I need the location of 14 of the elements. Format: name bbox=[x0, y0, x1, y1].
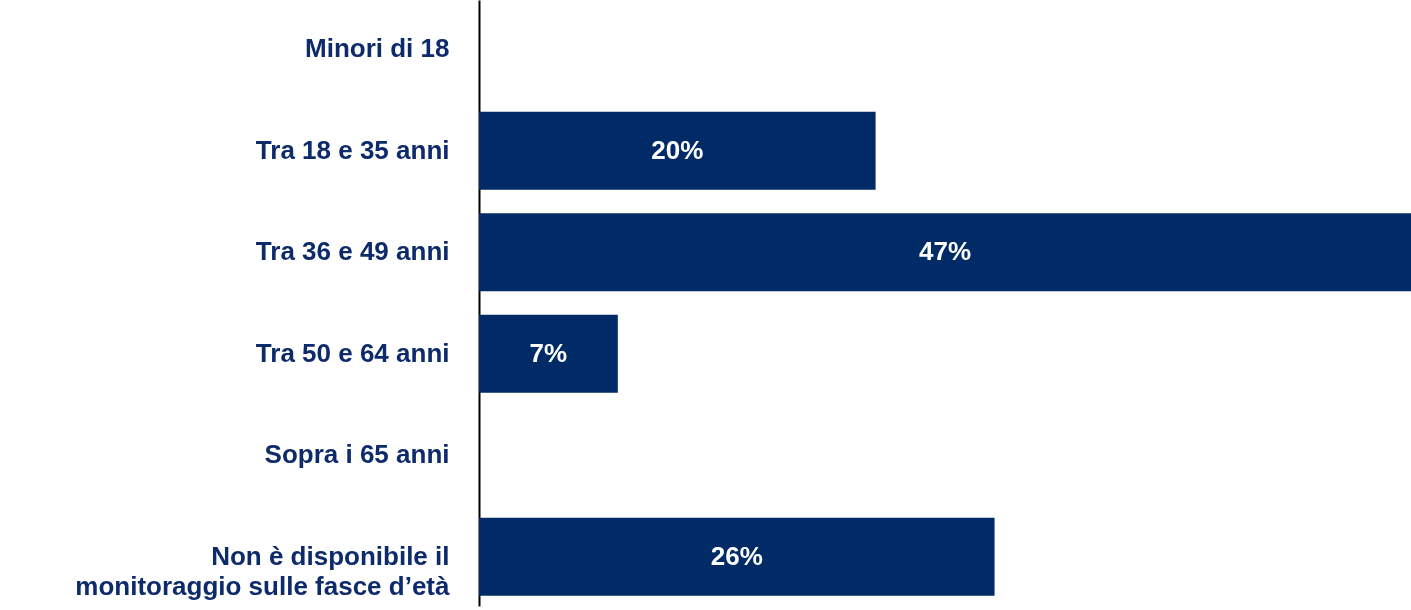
data-label: 47% bbox=[918, 236, 972, 267]
bar bbox=[479, 111, 876, 190]
data-label: 20% bbox=[651, 134, 704, 165]
data-label: 26% bbox=[710, 540, 763, 571]
y-tick-label: Minori di 18 bbox=[305, 33, 450, 64]
y-tick-label: Tra 36 e 49 anni bbox=[255, 236, 450, 267]
bar bbox=[479, 517, 995, 596]
y-tick-label: Tra 18 e 35 anni bbox=[255, 134, 450, 165]
y-tick-label: Tra 50 e 64 anni bbox=[255, 337, 450, 368]
data-label: 7% bbox=[529, 337, 568, 368]
y-tick-label: Sopra i 65 anni bbox=[264, 439, 450, 470]
bar bbox=[479, 314, 618, 393]
bar bbox=[479, 213, 1411, 292]
y-tick-label: Non è disponibile il monitoraggio sulle fasce d’età bbox=[75, 540, 451, 601]
